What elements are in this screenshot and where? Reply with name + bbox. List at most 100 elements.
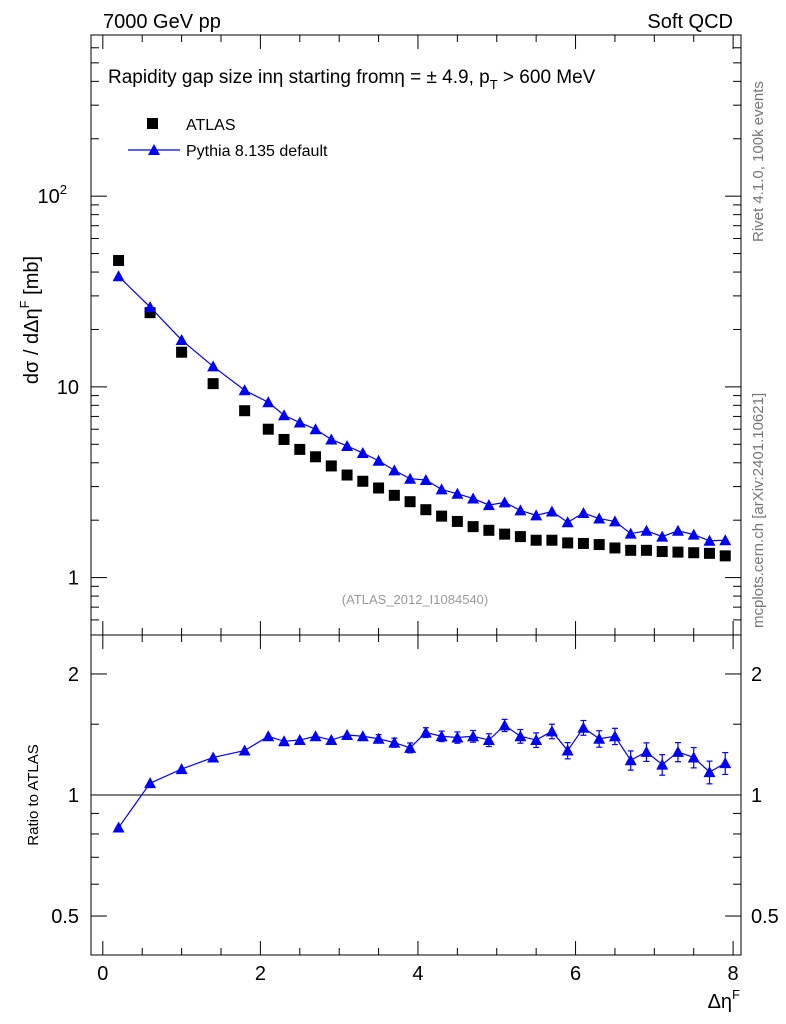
ratio-point xyxy=(608,730,621,742)
mc-curve xyxy=(118,275,726,542)
atlas-point xyxy=(577,537,589,549)
mc-point xyxy=(703,534,716,546)
atlas-point xyxy=(546,534,558,546)
atlas-point xyxy=(325,460,337,472)
atlas-point xyxy=(625,544,637,556)
ratio-point xyxy=(238,744,251,756)
atlas-point xyxy=(239,405,251,417)
mc-point xyxy=(514,504,527,516)
legend-atlas-marker xyxy=(147,118,158,129)
mc-point xyxy=(325,433,338,445)
mc-point xyxy=(545,505,558,517)
atlas-point xyxy=(688,547,700,559)
atlas-series-points xyxy=(113,254,731,562)
ratio-point xyxy=(278,735,291,747)
mc-point xyxy=(144,301,157,313)
ratio-point xyxy=(482,734,495,746)
mc-series-line xyxy=(118,275,726,542)
mc-point xyxy=(175,334,188,346)
ratio-point xyxy=(325,734,338,746)
ylabel-unit: [mb] xyxy=(21,256,43,300)
mc-point xyxy=(262,396,275,408)
ratio-curve xyxy=(118,724,726,828)
atlas-point xyxy=(373,482,385,494)
energy-label: 7000 GeV pp xyxy=(103,11,221,33)
ratio-point xyxy=(112,821,125,833)
atlas-point xyxy=(310,451,322,463)
legend-atlas-label: ATLAS xyxy=(186,117,236,134)
mc-point xyxy=(719,534,732,546)
mc-point xyxy=(404,472,417,484)
mc-point xyxy=(293,416,306,428)
atlas-point xyxy=(609,542,621,554)
ratio-point xyxy=(656,758,669,770)
ratio-point xyxy=(687,751,700,763)
ratio-point xyxy=(624,754,637,766)
analysis-watermark: (ATLAS_2012_I1084540) xyxy=(342,592,488,607)
mc-point xyxy=(451,487,464,499)
ratio-point xyxy=(577,721,590,733)
atlas-point xyxy=(562,537,574,549)
mc-point xyxy=(482,499,495,511)
ratio-point xyxy=(388,736,401,748)
atlas-point xyxy=(294,443,306,455)
atlas-point xyxy=(530,534,542,546)
main-axis-ticks xyxy=(91,34,741,636)
atlas-point xyxy=(483,524,495,536)
atlas-point xyxy=(640,544,652,556)
ratio-point xyxy=(356,730,369,742)
title-eta1: η xyxy=(273,67,284,88)
xlabel-sup: F xyxy=(732,987,740,1002)
ratio-xtick-label: 8 xyxy=(728,963,739,985)
main-ytick-label: 10 xyxy=(57,377,79,399)
mc-point xyxy=(278,409,291,421)
title-post: > 600 MeV xyxy=(498,67,596,88)
ratio-point xyxy=(451,731,464,743)
ratio-series-line xyxy=(118,724,726,828)
mc-point xyxy=(207,360,220,372)
atlas-point xyxy=(404,496,416,508)
ratio-point xyxy=(498,719,511,731)
ratio-y-axis-label: Ratio to ATLAS xyxy=(25,744,42,845)
atlas-point xyxy=(719,550,731,562)
mc-point xyxy=(388,464,401,476)
ylabel-main: dσ / dΔη xyxy=(21,308,43,384)
mc-point xyxy=(561,516,574,528)
atlas-point xyxy=(341,469,353,481)
ratio-point xyxy=(593,732,606,744)
ratio-point xyxy=(293,734,306,746)
atlas-point xyxy=(113,254,125,266)
mc-point xyxy=(577,507,590,519)
atlas-point xyxy=(451,515,463,527)
x-axis-label: ΔηF xyxy=(708,987,740,1013)
mc-point xyxy=(687,528,700,540)
ratio-ytick-label-left: 1 xyxy=(68,785,79,807)
mc-point xyxy=(467,492,480,504)
title-cond: = ± 4.9, p xyxy=(405,67,490,88)
atlas-point xyxy=(144,307,156,319)
ratio-ytick-label-right: 2 xyxy=(751,664,762,686)
atlas-point xyxy=(420,504,432,516)
ratio-x-tick-labels: 0 2 4 6 8 xyxy=(97,963,738,985)
mc-point xyxy=(238,384,251,396)
atlas-point xyxy=(388,489,400,501)
main-ytick-label: 102 xyxy=(38,182,67,208)
main-y-tick-labels: 1 10 102 xyxy=(38,182,79,589)
atlas-point xyxy=(672,546,684,558)
mc-point xyxy=(372,454,385,466)
ratio-y-tick-labels: 0.5 0.5 1 1 2 2 xyxy=(51,664,779,928)
mc-point xyxy=(593,512,606,524)
xlabel-main: Δη xyxy=(708,991,732,1013)
ratio-point xyxy=(671,745,684,757)
ratio-point xyxy=(703,766,716,778)
ratio-ytick-label-left: 2 xyxy=(68,664,79,686)
ratio-point xyxy=(144,777,157,789)
ratio-point xyxy=(467,730,480,742)
atlas-point xyxy=(357,475,369,487)
ratio-ytick-label-left: 0.5 xyxy=(51,906,79,928)
ratio-point xyxy=(514,730,527,742)
title-pre: Rapidity gap size in xyxy=(108,67,273,88)
title-mid: starting from xyxy=(283,67,394,88)
mc-point xyxy=(356,447,369,459)
